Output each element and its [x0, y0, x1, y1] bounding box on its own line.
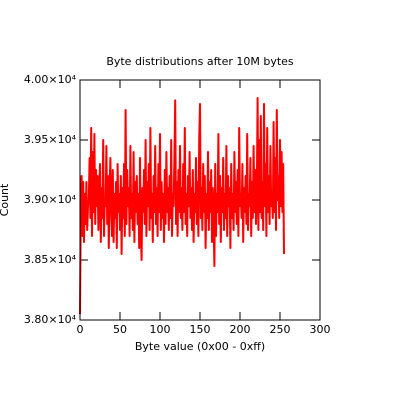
- x-tick-label: 300: [310, 323, 331, 336]
- x-tick-label: 100: [150, 323, 171, 336]
- y-axis-label: Count: [0, 183, 11, 216]
- x-tick-label: 50: [113, 323, 127, 336]
- y-tick-label: 3.95×10⁴: [24, 133, 77, 146]
- y-tick-label: 4.00×10⁴: [24, 73, 77, 86]
- x-tick-label: 200: [230, 323, 251, 336]
- y-tick-label: 3.85×10⁴: [24, 253, 77, 266]
- x-tick-label: 150: [190, 323, 211, 336]
- data-line: [79, 97, 285, 315]
- plot-frame: [79, 79, 321, 321]
- chart-title: Byte distributions after 10M bytes: [106, 55, 294, 68]
- y-tick-label: 3.80×10⁴: [24, 313, 77, 326]
- x-axis-label: Byte value (0x00 - 0xff): [135, 340, 265, 353]
- y-tick-label: 3.90×10⁴: [24, 193, 77, 206]
- x-tick-label: 250: [270, 323, 291, 336]
- x-tick-label: 0: [77, 323, 84, 336]
